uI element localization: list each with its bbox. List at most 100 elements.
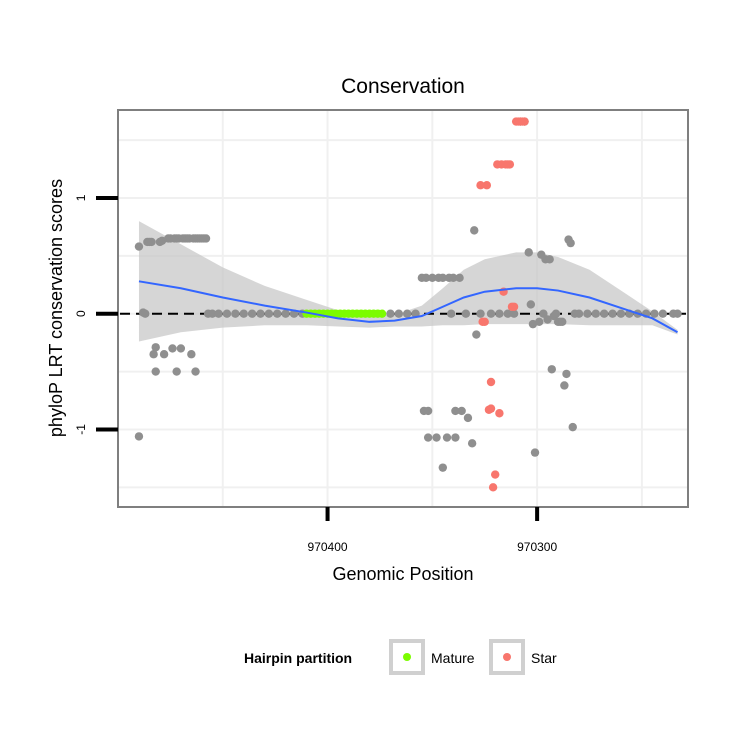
legend-title: Hairpin partition [244, 650, 352, 666]
y-tick-label: 1 [74, 194, 88, 201]
data-point-other [191, 367, 200, 376]
data-point-other [247, 309, 257, 318]
x-tick-label: 970400 [308, 540, 348, 554]
data-point-other [208, 309, 217, 318]
data-point-other [545, 255, 554, 264]
chart-title: Conservation [341, 75, 465, 98]
data-point-other [421, 273, 431, 283]
data-point-other [455, 273, 464, 283]
data-point-other [432, 433, 441, 442]
data-point-other [151, 367, 160, 376]
data-point-other [438, 463, 448, 472]
data-point-other [239, 309, 248, 318]
data-point-other [547, 365, 556, 374]
data-point-other [264, 309, 274, 318]
data-point-other [574, 309, 584, 318]
data-point-other [141, 309, 150, 318]
data-point-other [467, 439, 477, 448]
data-point-other [451, 433, 460, 442]
data-point-star [509, 302, 519, 311]
data-point-other [172, 367, 181, 376]
data-point-other [503, 309, 512, 318]
data-point-other [151, 343, 160, 352]
data-point-other [486, 309, 496, 318]
x-axis-title: Genomic Position [332, 564, 473, 584]
data-point-other [187, 350, 196, 359]
data-point-other [524, 248, 533, 257]
data-point-other [149, 350, 158, 359]
data-point-other [566, 238, 575, 248]
data-point-other [461, 309, 471, 318]
data-point-other [428, 273, 437, 283]
data-point-other [476, 309, 485, 318]
data-point-other [650, 309, 659, 318]
legend-item-mature: Mature [389, 639, 475, 675]
data-point-other [470, 226, 479, 235]
data-point-other [551, 309, 561, 318]
legend-item-star: Star [489, 639, 557, 675]
loess-curve [138, 280, 679, 334]
data-point-star [488, 483, 498, 492]
data-point-star [491, 470, 500, 479]
data-point-other [509, 309, 519, 318]
data-point-star [505, 160, 515, 169]
data-point-other [394, 309, 404, 318]
y-tick-label: 0 [74, 310, 88, 317]
data-point-other [256, 309, 265, 318]
data-point-other [530, 448, 540, 457]
data-point-mature [377, 309, 387, 318]
data-point-other [176, 344, 186, 353]
data-point-other [386, 309, 395, 318]
data-point-other [673, 309, 682, 318]
data-point-other [201, 234, 211, 243]
data-point-other [168, 344, 177, 353]
data-point-other [560, 381, 569, 390]
data-point-star [495, 409, 504, 418]
smooth-line [138, 280, 679, 334]
data-point-other [616, 309, 626, 318]
data-point-other [463, 413, 473, 423]
data-point-star [486, 377, 496, 387]
data-point-other [214, 309, 223, 318]
data-point-other [599, 309, 609, 318]
x-tick-label: 970300 [517, 540, 557, 554]
data-point-star [486, 404, 496, 413]
data-point-other [543, 315, 552, 324]
data-point-other [134, 242, 144, 251]
data-point-other [658, 309, 668, 318]
data-point-other [451, 406, 460, 416]
data-point-star [476, 181, 485, 190]
data-point-other [495, 309, 504, 318]
plot-panel-border [117, 109, 689, 508]
data-point-other [438, 273, 448, 283]
data-point-other [583, 309, 592, 318]
data-point-star [482, 181, 492, 190]
data-point-other [442, 433, 452, 442]
data-point-other [231, 309, 240, 318]
legend-label-star: Star [531, 650, 557, 666]
data-point-other [402, 309, 412, 318]
data-point-other [222, 309, 232, 318]
data-point-other [446, 309, 456, 318]
data-point-other [147, 237, 156, 247]
data-point-other [591, 309, 600, 318]
data-point-other [449, 273, 458, 283]
data-point-other [273, 309, 282, 318]
data-point-other [608, 309, 617, 318]
axes: 970400 970300 -1 0 1 [74, 194, 557, 554]
legend-label-mature: Mature [431, 650, 475, 666]
legend-swatch-star [503, 653, 511, 661]
data-point-other [568, 422, 577, 432]
data-point-other [423, 406, 433, 416]
data-point-other [558, 317, 567, 327]
data-point-other [457, 406, 466, 416]
data-point-star [480, 317, 489, 327]
data-point-other [535, 317, 544, 327]
data-point-other [562, 369, 571, 379]
data-point-star [520, 117, 529, 126]
data-point-other [539, 309, 548, 318]
legend: Hairpin partition Mature Star [244, 639, 557, 675]
data-point-other [281, 309, 290, 318]
data-point-other [159, 350, 169, 359]
